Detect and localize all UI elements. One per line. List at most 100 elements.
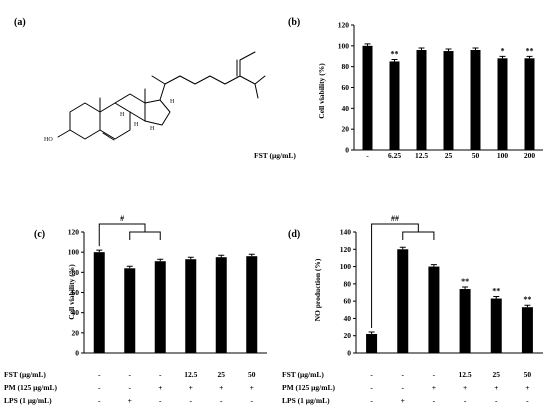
panel-d-bar	[459, 289, 471, 353]
panel-d-condition-value: -	[370, 383, 373, 392]
panel-b-y-tick-label: 100	[338, 41, 350, 50]
panel-d-condition-value: +	[432, 383, 436, 392]
panel-c-condition-value: -	[159, 370, 162, 379]
panel-b-bar	[443, 51, 454, 150]
panel-c-bar	[154, 261, 166, 353]
panel-b-y-tick-label: 80	[342, 62, 350, 71]
panel-b-y-tick-label: 0	[345, 146, 349, 155]
panel-c-condition-value: 50	[248, 370, 256, 379]
panel-d-plot-area: 0 20 40 60 80 100 120 140 ** ** ** ##	[340, 214, 543, 358]
panel-d-y-tick-label: 20	[344, 331, 352, 340]
panel-c-bar	[246, 256, 258, 353]
panel-label-b: (b)	[288, 17, 300, 28]
panel-label-d: (d)	[288, 229, 300, 240]
panel-c-y-tick-label: 80	[72, 268, 80, 277]
ring-b	[99, 102, 131, 140]
hydroxyl-bond	[57, 129, 71, 138]
panel-d-error-bar	[493, 296, 500, 299]
side-chain	[159, 51, 256, 101]
panel-d-condition-value: -	[402, 370, 405, 379]
panel-b-condition-value: 200	[524, 151, 536, 160]
panel-b-condition-value: 50	[472, 151, 480, 160]
steroid-structure-drawing: HO H H H H	[44, 51, 266, 143]
panel-c-condition-value: 12.5	[184, 370, 197, 379]
panel-label-c: (c)	[34, 229, 45, 240]
panel-b-error-bar	[526, 55, 533, 59]
panel-b-bar	[389, 61, 400, 151]
panel-c-condition-value: +	[158, 383, 162, 392]
side-chain-methyl	[151, 75, 166, 85]
panel-c-condition-rows: FST (μg/mL) PM (125 μg/mL) LPS (1 μg/mL)	[4, 370, 57, 405]
panel-b-significance-mark: *	[501, 46, 505, 55]
panel-c-error-bar	[126, 265, 133, 269]
panel-d-condition-value: 50	[524, 370, 532, 379]
panel-c-condition-value: -	[98, 383, 101, 392]
panel-d-bracket-label: ##	[391, 214, 399, 223]
panel-d-y-tick-label: 100	[340, 262, 352, 271]
panel-c-condition-value: +	[250, 383, 254, 392]
panel-d-y-tick-label: 40	[344, 314, 352, 323]
panel-d-pm-row-label: PM (125 μg/mL)	[282, 383, 335, 392]
panel-c-plot-area: 0 20 40 60 80 100 120 #	[68, 214, 267, 358]
panel-b-significance-mark: **	[526, 46, 534, 55]
panel-b-error-bar	[499, 55, 506, 59]
panel-d-y-tick-label: 140	[340, 228, 352, 237]
panel-d-significance-mark: **	[523, 295, 531, 304]
panel-b-error-bar	[472, 47, 479, 50]
panel-c-fst-row-label: FST (μg/mL)	[4, 370, 46, 379]
panel-d-condition-value: -	[433, 370, 436, 379]
panel-c-pm-row-label: PM (125 μg/mL)	[4, 383, 57, 392]
panel-d-condition-value: +	[463, 383, 467, 392]
panel-b-bar	[362, 45, 373, 151]
panel-b-fst-row-label: FST (μg/mL)	[254, 151, 296, 160]
panel-d-significance-mark: **	[461, 277, 469, 286]
panel-b-condition-value: 25	[445, 151, 453, 160]
panel-c-bar	[215, 257, 227, 353]
panel-d-y-tick-label: 120	[340, 245, 352, 254]
panel-d-condition-value: -	[526, 396, 529, 405]
panel-d-condition-value: 12.5	[459, 370, 472, 379]
panel-b-bar	[497, 58, 508, 151]
panel-b-error-bar	[391, 58, 398, 62]
panel-b-error-bar	[364, 43, 371, 46]
panel-c-lps-row-label: LPS (1 μg/mL)	[4, 396, 52, 405]
panel-c-error-bar	[96, 249, 103, 253]
panel-d-y-axis-label: NO production (%)	[313, 258, 322, 321]
atom-label-ho: HO	[44, 137, 53, 143]
panel-c-y-tick-label: 0	[75, 349, 79, 358]
ring-b-double-bond	[102, 132, 115, 141]
panel-c-condition-value: +	[219, 383, 223, 392]
panel-c-condition-value: -	[98, 396, 101, 405]
panel-c-y-tick-label: 20	[72, 328, 80, 337]
panel-d-bracket	[371, 223, 419, 328]
panel-c-condition-value: -	[129, 370, 132, 379]
panel-c-condition-value: -	[159, 396, 162, 405]
panel-b-y-tick-label: 20	[342, 125, 350, 134]
panel-d-y-tick-label: 0	[347, 349, 351, 358]
panel-d-condition-value: -	[370, 396, 373, 405]
panel-c-error-bar	[248, 253, 255, 257]
panel-b-bar	[416, 50, 427, 150]
panel-a-structure: (a) HO H H H H	[14, 17, 266, 143]
panel-b-y-tick-label: 40	[342, 104, 350, 113]
panel-c-bar	[93, 252, 105, 353]
panel-b-chart: (b) Cell viability (%) 020406080100120**…	[254, 17, 543, 160]
panel-b-error-bar	[418, 47, 425, 50]
panel-d-error-bar	[368, 331, 375, 334]
panel-c-y-tick-label: 40	[72, 308, 80, 317]
panel-c-y-tick-label: 100	[68, 248, 80, 257]
panel-c-y-tick-label: 60	[72, 288, 80, 297]
panel-c-error-bar	[218, 254, 225, 258]
panel-c-condition-value: +	[189, 383, 193, 392]
panel-d-error-bar	[524, 304, 531, 308]
panel-d-fst-row-label: FST (μg/mL)	[282, 370, 324, 379]
panel-d-condition-value: +	[525, 383, 529, 392]
panel-d-condition-value: -	[402, 383, 405, 392]
panel-c-chart: (c) Cell viability (%) 0 20 40 60 80 100 120 #	[34, 214, 267, 358]
panel-d-error-bar	[462, 286, 469, 290]
panel-c-error-bar	[187, 256, 194, 260]
panel-c-bracket-group	[129, 231, 161, 240]
panel-label-a: (a)	[14, 17, 26, 28]
